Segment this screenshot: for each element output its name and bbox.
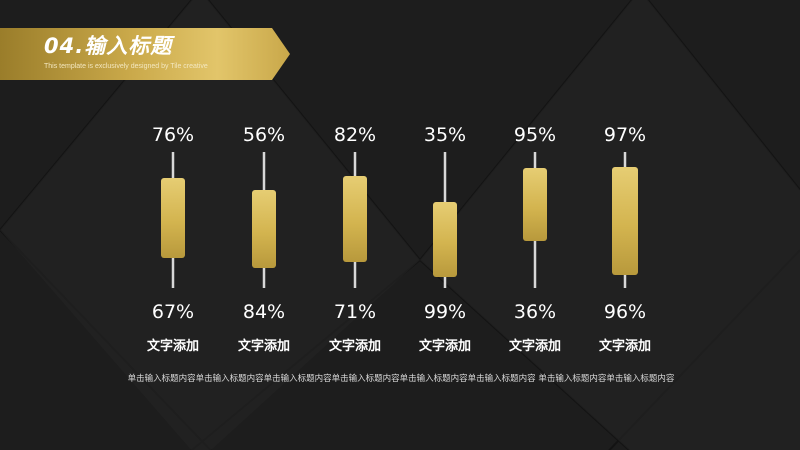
top-value-label: 82% bbox=[334, 124, 376, 146]
category-label: 文字添加 bbox=[237, 339, 290, 354]
category-label: 文字添加 bbox=[418, 339, 471, 354]
top-value-label: 76% bbox=[152, 124, 194, 146]
bottom-value-label: 84% bbox=[243, 301, 285, 323]
top-value-label: 97% bbox=[604, 124, 646, 146]
page-subtitle: This template is exclusively designed by… bbox=[44, 63, 208, 70]
title-banner: 04.输入标题 This template is exclusively des… bbox=[0, 28, 290, 80]
candle-body bbox=[161, 178, 185, 258]
bottom-value-label: 67% bbox=[152, 301, 194, 323]
category-label: 文字添加 bbox=[146, 339, 199, 354]
top-value-label: 95% bbox=[514, 124, 556, 146]
top-value-label: 35% bbox=[424, 124, 466, 146]
candle-body bbox=[523, 168, 547, 241]
candle-body bbox=[612, 167, 638, 275]
bottom-value-label: 99% bbox=[424, 301, 466, 323]
candle-body bbox=[252, 190, 276, 268]
bottom-value-label: 71% bbox=[334, 301, 376, 323]
candle-body bbox=[433, 202, 457, 277]
bottom-value-label: 36% bbox=[514, 301, 556, 323]
candle-body bbox=[343, 176, 367, 262]
body-text: 单击输入标题内容单击输入标题内容单击输入标题内容单击输入标题内容单击输入标题内容… bbox=[127, 374, 675, 384]
category-label: 文字添加 bbox=[598, 339, 651, 354]
bottom-value-label: 96% bbox=[604, 301, 646, 323]
category-label: 文字添加 bbox=[328, 339, 381, 354]
top-value-label: 56% bbox=[243, 124, 285, 146]
category-label: 文字添加 bbox=[508, 339, 561, 354]
page-title: 04.输入标题 bbox=[44, 34, 173, 58]
